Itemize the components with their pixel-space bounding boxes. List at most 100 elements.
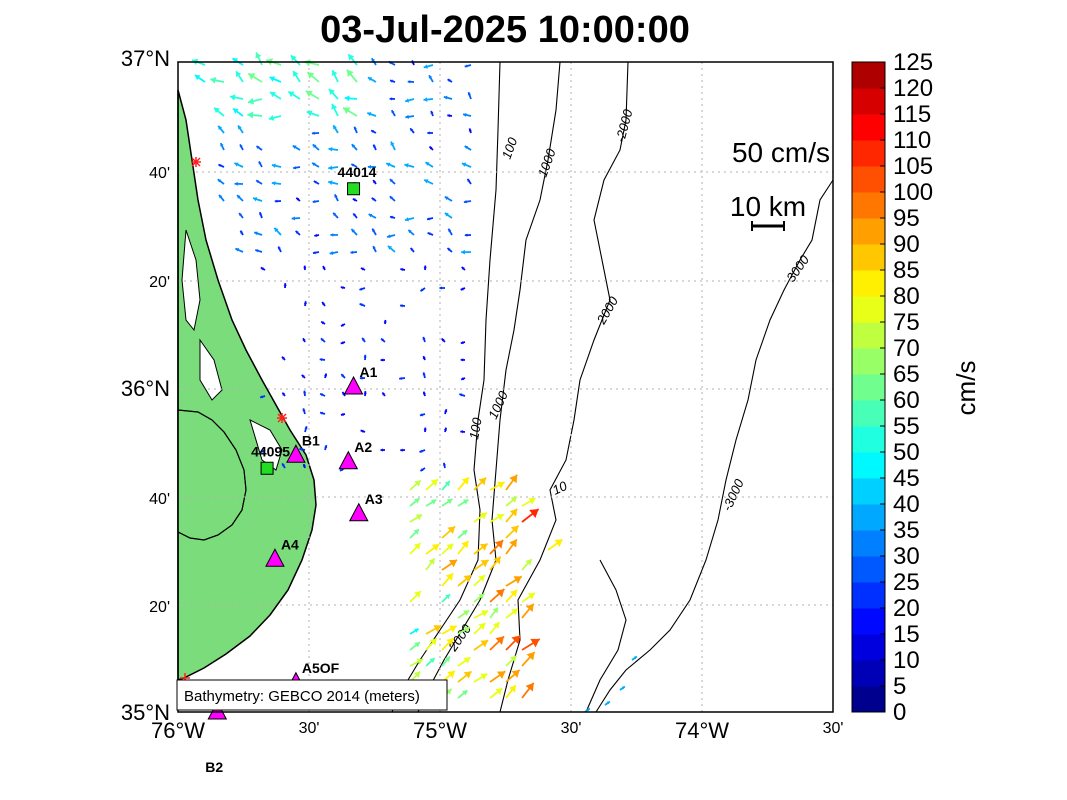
station-44014: 44014: [338, 164, 377, 196]
current-vector: [303, 390, 307, 397]
current-vector: [521, 651, 536, 667]
current-vector: [468, 128, 472, 134]
current-vector: [341, 391, 346, 397]
latitude-label: 20': [149, 599, 170, 616]
colorbar-segment: [852, 218, 885, 245]
current-vector: [313, 180, 320, 185]
colorbar-tick-label: 115: [893, 101, 931, 128]
current-vector: [359, 376, 366, 380]
current-vector: [631, 655, 638, 661]
current-vector: [457, 476, 470, 491]
map-axes: 100 1000 2000 3000 -2000 1000 100 -3000 …: [177, 52, 834, 775]
current-vector: [390, 141, 396, 151]
current-vector: [462, 112, 472, 117]
colorbar-tick-label: 100: [893, 179, 933, 206]
current-vector: [460, 287, 466, 291]
current-vector: [346, 69, 358, 83]
current-vector: [460, 340, 466, 345]
current-vector: [350, 163, 358, 168]
current-vector: [444, 195, 453, 202]
current-vector: [426, 217, 434, 221]
current-vector: [460, 377, 466, 381]
colorbar-segment: [852, 426, 885, 453]
current-vector: [218, 163, 225, 168]
current-vector: [340, 323, 346, 327]
current-vector: [473, 559, 490, 571]
current-vector: [460, 430, 466, 434]
current-vector: [439, 286, 446, 290]
colorbar-segment: [852, 270, 885, 297]
current-vector: [409, 590, 422, 603]
mooring-marker: [338, 450, 359, 470]
current-vector: [340, 286, 346, 290]
current-vector: [467, 91, 472, 100]
current-vector: [268, 114, 282, 121]
colorbar-tick-label: 5: [893, 673, 906, 700]
current-vector: [234, 247, 244, 253]
current-vector: [441, 572, 454, 587]
current-vector: [229, 94, 244, 101]
current-vector: [218, 194, 225, 202]
current-vector: [352, 197, 358, 202]
current-vector: [389, 195, 396, 202]
mooring-marker: [343, 375, 364, 395]
colorbar-segment: [852, 660, 885, 687]
current-vector: [441, 593, 451, 603]
current-vector: [380, 337, 386, 343]
current-vector: [352, 212, 358, 219]
contour-2000: [499, 61, 629, 713]
current-vector: [371, 197, 377, 202]
colorbar-tick-label: 50: [893, 439, 920, 466]
current-vector: [473, 622, 486, 635]
colorbar-tick-label: 45: [893, 465, 920, 492]
current-vector: [350, 250, 358, 255]
current-vector: [419, 287, 426, 292]
colorbar-segment: [852, 452, 885, 479]
current-vector: [505, 575, 523, 587]
colorbar-tick-label: 65: [893, 361, 920, 388]
current-vector: [238, 212, 244, 219]
current-vector: [260, 449, 266, 454]
current-vector: [505, 538, 518, 555]
colorbar-tick-label: 70: [893, 335, 920, 362]
current-vector: [367, 76, 377, 83]
current-vector: [351, 143, 358, 151]
colorbar-segment: [852, 62, 885, 89]
buoy-marker: [260, 461, 274, 475]
current-vector: [446, 247, 453, 253]
current-vector: [423, 178, 434, 185]
longitude-labels: 76°W 30' 75°W 30' 74°W 30': [151, 718, 843, 743]
current-vector: [460, 358, 466, 362]
longitude-label: 75°W: [413, 718, 467, 743]
current-vector: [360, 429, 366, 433]
current-vector: [331, 103, 339, 117]
current-vector: [505, 474, 518, 491]
current-vector: [380, 448, 386, 452]
longitude-label: 30': [299, 720, 320, 737]
current-vector: [217, 178, 225, 185]
current-vector: [409, 658, 424, 667]
current-vector: [505, 508, 518, 523]
current-vector: [463, 199, 472, 204]
current-vector: [252, 197, 263, 202]
current-vector: [312, 199, 320, 204]
current-vector: [489, 588, 505, 603]
current-vector: [461, 266, 466, 271]
colorbar-tick-label: 30: [893, 543, 920, 570]
latitude-label: 40': [149, 165, 170, 182]
station-b2: B2: [205, 700, 228, 775]
current-vector: [274, 199, 282, 203]
current-vector: [239, 230, 244, 236]
current-vectors: [191, 52, 638, 713]
current-vector: [247, 97, 263, 105]
current-vector: [427, 131, 434, 135]
current-vector: [489, 606, 499, 619]
current-vector: [331, 69, 339, 83]
current-vector: [321, 301, 326, 307]
current-vector: [604, 700, 611, 706]
distance-scale-bar: [751, 221, 785, 231]
current-vector: [521, 603, 535, 619]
current-vector: [441, 655, 451, 667]
map-frame: [177, 61, 834, 713]
current-vector: [372, 144, 377, 151]
